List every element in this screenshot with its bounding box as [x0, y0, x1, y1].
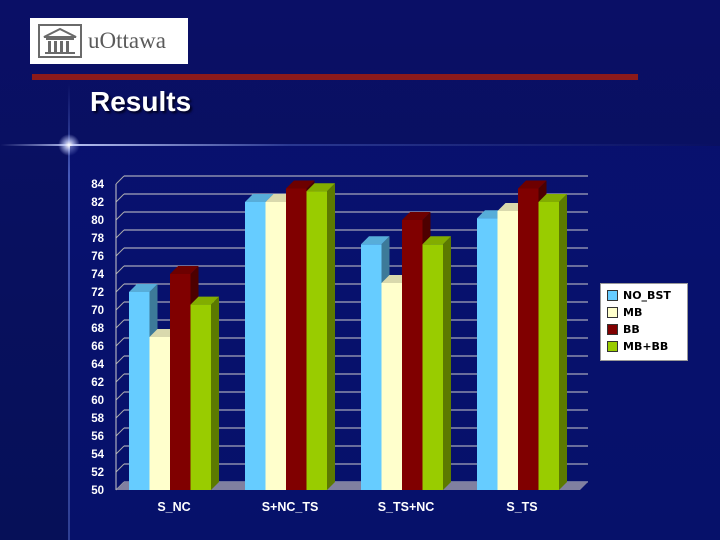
bar-front	[402, 220, 423, 490]
legend-item: NO_BST	[607, 288, 671, 302]
bar-top	[245, 194, 274, 202]
legend-swatch	[607, 289, 618, 301]
bar-top	[129, 284, 158, 292]
y-tick-label: 54	[91, 449, 104, 461]
x-category-label: S+NC_TS	[262, 500, 319, 514]
y-tick-label: 74	[91, 269, 104, 281]
gridline-depth	[115, 337, 125, 347]
y-tick-label: 60	[91, 395, 104, 407]
y-tick-label: 76	[91, 251, 104, 263]
y-tick-label: 72	[91, 287, 104, 299]
bar-front	[381, 283, 402, 490]
bar-front	[361, 244, 382, 490]
gridline-depth	[115, 319, 125, 329]
gridline-depth	[115, 427, 125, 437]
bar-top	[422, 236, 451, 245]
bar-top	[402, 212, 431, 220]
gridline-depth	[115, 355, 125, 365]
legend-swatch	[607, 306, 618, 318]
bar	[422, 236, 451, 490]
chart-floor	[116, 482, 588, 490]
y-tick-label: 58	[91, 413, 104, 425]
bar-front	[286, 188, 307, 490]
gridline-depth	[115, 445, 125, 455]
decorative-horizontal-line	[0, 144, 720, 146]
bar-side	[327, 183, 335, 490]
decorative-vertical-line	[68, 84, 70, 540]
page-title: Results	[90, 86, 192, 117]
building-icon	[38, 24, 82, 58]
legend-item: BB	[607, 322, 640, 336]
bar-front	[477, 218, 498, 490]
bar	[306, 183, 335, 490]
y-tick-label: 68	[91, 323, 104, 335]
x-category-label: S_NC	[157, 500, 190, 514]
bar-side	[559, 194, 567, 490]
bar-front	[170, 274, 191, 490]
legend-label: MB+BB	[623, 339, 669, 353]
bar-top	[306, 183, 335, 192]
gridline-depth	[115, 301, 125, 311]
bar-front	[245, 202, 266, 490]
y-tick-label: 82	[91, 197, 104, 209]
y-tick-label: 64	[91, 359, 104, 371]
bar-side	[443, 236, 451, 490]
bar-side	[211, 296, 219, 490]
legend-item: MB	[607, 305, 642, 319]
legend-swatch	[607, 340, 618, 352]
gridline-depth	[115, 229, 125, 239]
y-tick-label: 70	[91, 305, 104, 317]
university-logo: uOttawa	[30, 18, 188, 64]
y-tick-label: 62	[91, 377, 104, 389]
y-tick-label: 78	[91, 233, 104, 245]
bar	[190, 296, 219, 490]
title-rule	[32, 74, 638, 80]
gridline-depth	[115, 247, 125, 257]
gridline-depth	[115, 409, 125, 419]
y-tick-label: 56	[91, 431, 104, 443]
bar	[538, 194, 567, 490]
gridline-depth	[115, 211, 125, 221]
gridline-depth	[115, 463, 125, 473]
bar-front	[518, 188, 539, 490]
legend-item: MB+BB	[607, 339, 668, 353]
gridline-depth	[115, 193, 125, 203]
gridline-depth	[115, 175, 125, 185]
bar-front	[190, 304, 211, 490]
bar-front	[538, 202, 559, 490]
bar-front	[129, 292, 150, 490]
bar-top	[518, 180, 547, 189]
bar-top	[538, 194, 567, 202]
bar-top	[170, 266, 199, 274]
logo-text: uOttawa	[88, 28, 166, 53]
y-tick-label: 84	[91, 179, 104, 191]
bar-front	[265, 202, 286, 490]
legend-label: MB	[623, 305, 643, 319]
gridline-depth	[115, 373, 125, 383]
x-category-label: S_TS	[506, 500, 537, 514]
bar-front	[497, 211, 518, 490]
bar-front	[422, 244, 443, 490]
legend-label: BB	[623, 322, 640, 336]
y-tick-label: 80	[91, 215, 104, 227]
bar-top	[361, 236, 390, 245]
chart-legend: NO_BST MB BB MB+BB	[600, 283, 688, 361]
gridline-depth	[115, 391, 125, 401]
legend-label: NO_BST	[623, 288, 671, 302]
y-tick-label: 66	[91, 341, 104, 353]
bar-front	[149, 337, 170, 490]
x-category-label: S_TS+NC	[378, 500, 435, 514]
gridline-depth	[115, 283, 125, 293]
gridline-depth	[115, 265, 125, 275]
y-tick-label: 50	[91, 485, 104, 497]
bar-top	[286, 180, 315, 189]
y-tick-label: 52	[91, 467, 104, 479]
bar-top	[190, 296, 219, 305]
legend-swatch	[607, 323, 618, 335]
bar-front	[306, 191, 327, 490]
